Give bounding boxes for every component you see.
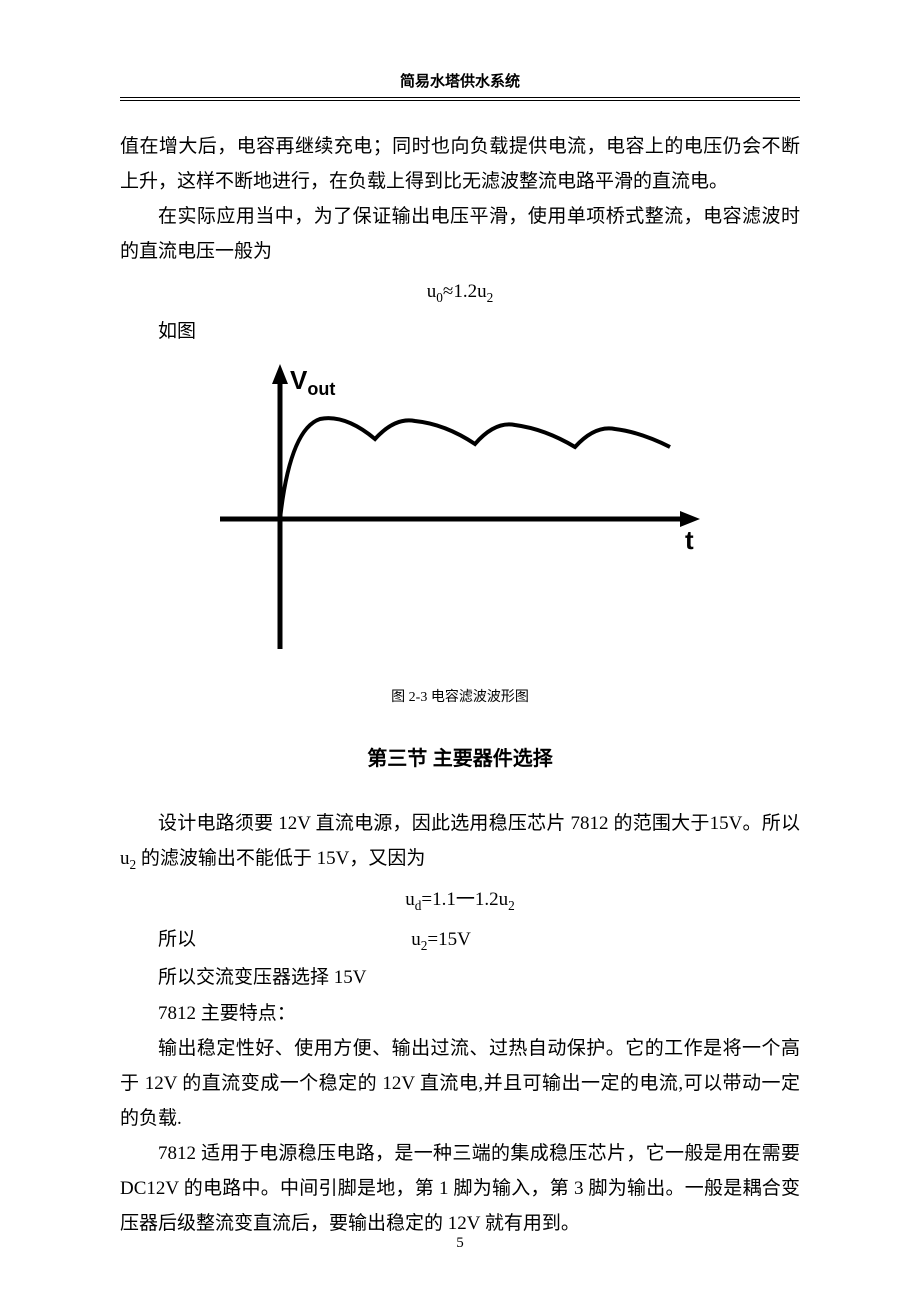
page-number: 5 (0, 1235, 920, 1252)
paragraph-7: 输出稳定性好、使用方便、输出过流、过热自动保护。它的工作是将一个高于 12V 的… (120, 1031, 800, 1136)
formula-2: ud=1.1一1.2u2 (120, 882, 800, 918)
paragraph-3: 如图 (120, 314, 800, 349)
paragraph-1: 值在增大后，电容再继续充电；同时也向负载提供电流，电容上的电压仍会不断上升，这样… (120, 129, 800, 199)
formula-1-sub1: 0 (436, 289, 443, 304)
header-rule-2 (120, 100, 800, 101)
formula-2-mid: =1.1一1.2u (421, 889, 508, 910)
formula-1-sub2: 2 (487, 289, 494, 304)
paragraph-2: 在实际应用当中，为了保证输出电压平滑，使用单项桥式整流，电容滤波时的直流电压一般… (120, 199, 800, 269)
paragraph-8: 7812 适用于电源稳压电路，是一种三端的集成稳压芯片，它一般是用在需要 DC1… (120, 1136, 800, 1241)
x-axis-label: t (685, 525, 694, 555)
p4-part-b: 的滤波输出不能低于 15V，又因为 (136, 848, 425, 869)
formula-1-mid: ≈1.2u (443, 281, 487, 302)
page-content: 值在增大后，电容再继续充电；同时也向负载提供电流，电容上的电压仍会不断上升，这样… (120, 129, 800, 1242)
formula-3-b: =15V (427, 929, 470, 950)
y-axis-arrow (272, 364, 288, 384)
waveform-path (280, 418, 670, 519)
header-title: 简易水塔供水系统 (400, 73, 520, 90)
waveform-svg: Vout t (210, 359, 710, 659)
header-rule-1 (120, 97, 800, 98)
waveform-figure: Vout t (120, 359, 800, 671)
y-axis-label: Vout (290, 365, 335, 399)
formula-2-sub2: 2 (508, 897, 515, 912)
formula-1: u0≈1.2u2 (120, 274, 800, 310)
formula-3-row: 所以 u2=15V (120, 922, 800, 958)
formula-3-value: u2=15V (196, 922, 800, 958)
page-header: 简易水塔供水系统 (120, 70, 800, 97)
formula-3-label: 所以 (120, 922, 196, 958)
paragraph-4: 设计电路须要 12V 直流电源，因此选用稳压芯片 7812 的范围大于15V。所… (120, 806, 800, 878)
paragraph-5: 所以交流变压器选择 15V (120, 960, 800, 995)
paragraph-6: 7812 主要特点： (120, 996, 800, 1031)
figure-caption: 图 2-3 电容滤波波形图 (120, 685, 800, 711)
formula-3-u: u (411, 929, 421, 950)
section-title: 第三节 主要器件选择 (120, 741, 800, 778)
formula-2-u: u (405, 889, 415, 910)
formula-1-u: u (427, 281, 437, 302)
